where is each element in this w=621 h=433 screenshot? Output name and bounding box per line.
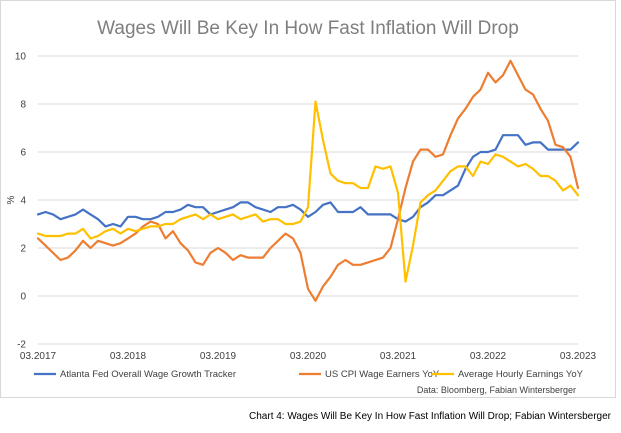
y-tick-label: 0	[20, 292, 26, 303]
y-tick-label: 8	[20, 100, 26, 111]
series-line-3	[36, 100, 580, 283]
y-tick-label: 10	[15, 52, 27, 63]
legend-label: Atlanta Fed Overall Wage Growth Tracker	[60, 369, 236, 380]
x-tick-label: 03.2020	[290, 351, 327, 362]
x-tick-label: 03.2017	[20, 351, 57, 362]
y-axis-label: %	[6, 195, 17, 204]
figure-caption: Chart 4: Wages Will Be Key In How Fast I…	[249, 411, 611, 422]
y-tick-label: -2	[17, 340, 26, 351]
legend-label: Average Hourly Earnings YoY	[458, 369, 584, 380]
x-tick-label: 03.2018	[110, 351, 147, 362]
legend: Atlanta Fed Overall Wage Growth Tracker U…	[34, 369, 584, 380]
chart-title: Wages Will Be Key In How Fast Inflation …	[97, 18, 519, 39]
x-tick-label: 03.2021	[380, 351, 417, 362]
series-line-2	[36, 59, 580, 302]
y-tick-label: 4	[20, 196, 26, 207]
y-tick-label: 2	[20, 244, 26, 255]
y-axis-ticks: -2 0 2 4 6 8 10	[15, 52, 27, 351]
line-chart: Wages Will Be Key In How Fast Inflation …	[6, 18, 597, 395]
series-lines	[36, 59, 580, 302]
y-tick-label: 6	[20, 148, 26, 159]
x-tick-label: 03.2019	[200, 351, 237, 362]
x-axis-ticks: 03.2017 03.2018 03.2019 03.2020 03.2021 03.20…	[20, 351, 597, 362]
series-line-1	[36, 134, 580, 228]
source-note: Data: Bloomberg, Fabian Wintersberger	[417, 385, 576, 395]
gridlines	[38, 55, 578, 345]
legend-label: US CPI Wage Earners YoY	[325, 369, 440, 380]
x-tick-label: 03.2022	[470, 351, 507, 362]
x-tick-label: 03.2023	[560, 351, 597, 362]
